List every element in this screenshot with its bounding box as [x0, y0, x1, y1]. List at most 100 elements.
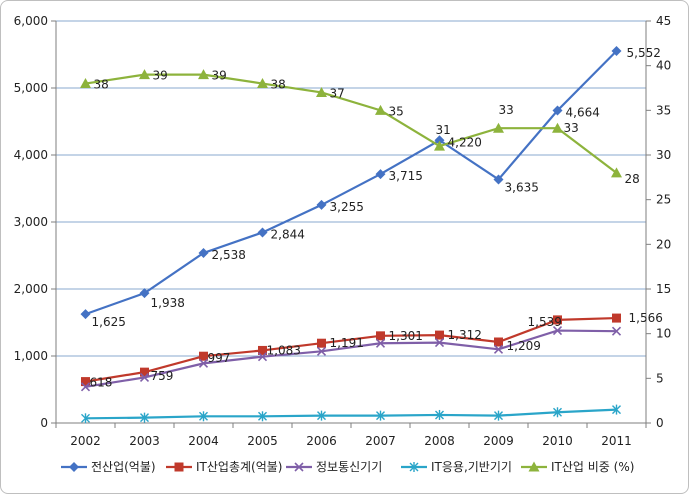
- data-point: [375, 338, 386, 348]
- y-axis-right-ticks: 0 5 10 15 20 25 30 35 40 45: [646, 14, 671, 430]
- data-label: 1,566: [629, 311, 663, 325]
- legend-marker: [528, 461, 540, 472]
- legend-marker: [409, 462, 419, 472]
- y2-tick-label: 40: [656, 59, 671, 73]
- legend: 전산업(억불) IT산업총계(억불) 정보통신기기 IT응용,기반기기 IT산업 비중 …: [61, 460, 634, 474]
- data-label: 39: [153, 69, 168, 83]
- data-point: [493, 122, 504, 133]
- data-label: 3,635: [505, 180, 539, 194]
- data-label: 38: [94, 78, 109, 92]
- data-point: [139, 288, 150, 299]
- x-tick-label: 2009: [483, 434, 514, 448]
- data-point: [81, 377, 90, 387]
- y-tick-label: 0: [40, 416, 48, 430]
- data-point: [198, 247, 209, 258]
- data-point: [494, 410, 503, 421]
- data-point: [316, 86, 327, 97]
- data-point: [435, 330, 444, 340]
- legend-marker: [294, 462, 304, 472]
- data-labels: 1,625 1,938 2,538 2,844 3,255 3,715 4,220 3,635…: [90, 46, 663, 390]
- series-line-1: [85, 316, 617, 383]
- data-label: 2,538: [212, 248, 246, 262]
- data-label: 4,220: [448, 135, 482, 149]
- data-label: 1,083: [267, 343, 301, 357]
- legend-label: 전산업(억불): [91, 460, 156, 474]
- y2-tick-label: 15: [656, 282, 671, 296]
- data-label: 759: [151, 369, 174, 383]
- data-point: [80, 309, 91, 320]
- legend-marker: [174, 462, 184, 472]
- data-point: [258, 411, 267, 422]
- data-label: 28: [625, 172, 640, 186]
- data-point: [139, 69, 150, 80]
- data-point: [611, 46, 622, 57]
- data-point: [198, 69, 209, 80]
- data-label: 1,301: [389, 329, 423, 343]
- data-label: 38: [271, 78, 286, 92]
- data-point: [80, 382, 91, 392]
- data-point: [316, 199, 327, 210]
- data-label: 31: [436, 123, 451, 137]
- data-point: [316, 346, 327, 356]
- data-label: 1,938: [151, 296, 185, 310]
- data-point: [317, 410, 326, 421]
- series-line-3: [85, 408, 617, 420]
- x-tick-label: 2005: [247, 434, 278, 448]
- legend-label: IT응용,기반기기: [431, 460, 512, 474]
- x-tick-label: 2008: [424, 434, 455, 448]
- data-point: [199, 351, 208, 361]
- y-axis-left-ticks: 0 1,000 2,000 3,000 4,000 5,000 6,000: [14, 14, 56, 430]
- data-point: [552, 105, 563, 116]
- y2-tick-label: 35: [656, 103, 671, 117]
- series-line-4: [85, 73, 618, 174]
- data-point: [375, 104, 386, 115]
- x-tick-label: 2004: [188, 434, 219, 448]
- data-point: [612, 404, 621, 415]
- y2-tick-label: 30: [656, 148, 671, 162]
- data-label: 1,209: [507, 339, 541, 353]
- data-label: 1,312: [448, 328, 482, 342]
- data-point: [80, 78, 91, 89]
- y-tick-label: 4,000: [14, 148, 48, 162]
- x-tick-label: 2002: [70, 434, 101, 448]
- legend-label: IT산업총계(억불): [196, 460, 282, 474]
- data-point: [257, 78, 268, 89]
- data-point: [140, 412, 149, 423]
- y2-tick-label: 5: [656, 371, 664, 385]
- data-label: 4,664: [566, 106, 600, 120]
- data-label: 37: [330, 86, 345, 100]
- data-point: [553, 407, 562, 418]
- data-point: [199, 411, 208, 422]
- data-point: [257, 352, 268, 362]
- data-label: 618: [90, 376, 113, 390]
- y2-tick-label: 45: [656, 14, 671, 28]
- data-point: [434, 140, 445, 151]
- series-lines: [80, 46, 622, 424]
- y-tick-label: 6,000: [14, 14, 48, 28]
- data-label: 39: [212, 69, 227, 83]
- y-tick-label: 3,000: [14, 215, 48, 229]
- data-point: [552, 122, 563, 133]
- y2-tick-label: 25: [656, 193, 671, 207]
- x-tick-label: 2011: [601, 434, 632, 448]
- data-point: [493, 344, 504, 354]
- x-tick-label: 2010: [542, 434, 573, 448]
- data-label: 3,255: [330, 200, 364, 214]
- data-point: [198, 358, 209, 368]
- data-point: [376, 410, 385, 421]
- y2-tick-label: 20: [656, 237, 671, 251]
- y-tick-label: 2,000: [14, 282, 48, 296]
- data-point: [611, 326, 622, 336]
- data-point: [493, 174, 504, 185]
- data-label: 33: [564, 121, 579, 135]
- data-label: 2,844: [271, 227, 305, 241]
- x-tick-label: 2006: [306, 434, 337, 448]
- data-point: [552, 325, 563, 336]
- x-tick-label: 2003: [129, 434, 160, 448]
- legend-label: 정보통신기기: [316, 460, 382, 474]
- data-point: [317, 338, 326, 348]
- data-label: 1,191: [330, 336, 364, 350]
- data-point: [376, 331, 385, 341]
- data-point: [258, 345, 267, 355]
